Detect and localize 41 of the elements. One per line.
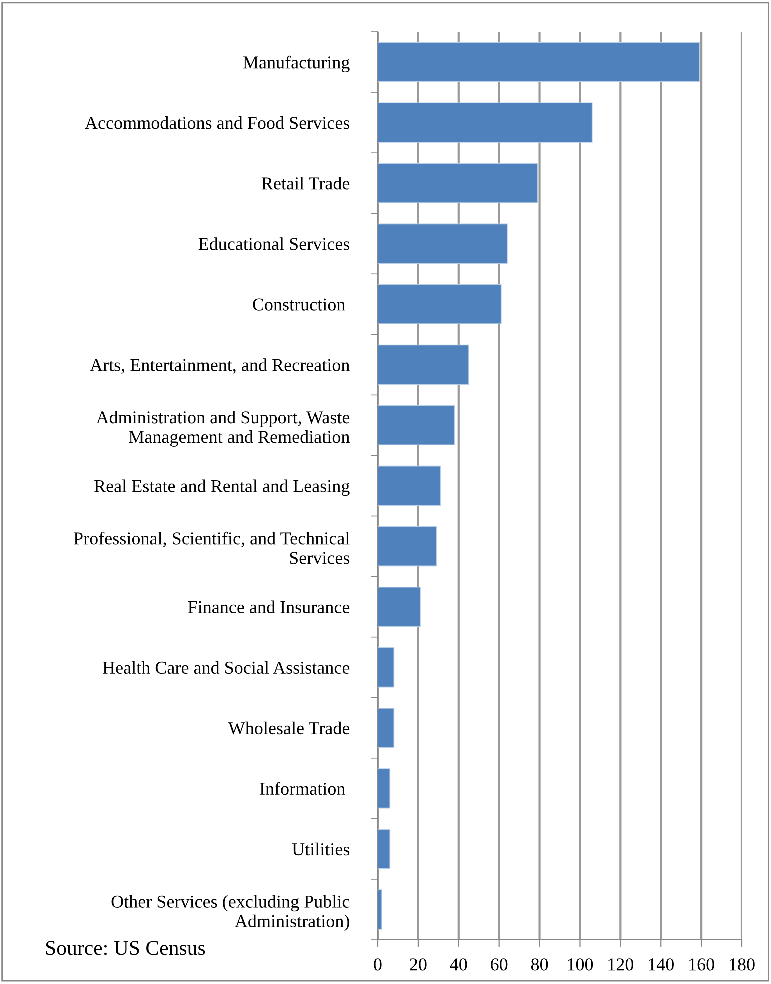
bar (378, 890, 382, 930)
bar (378, 163, 538, 204)
y-tick-label: Other Services (excluding Public Administration) (112, 895, 350, 932)
x-tick-label: 40 (450, 958, 468, 971)
x-tick-label: 60 (491, 958, 508, 971)
y-tick-label: Utilities (292, 842, 350, 856)
x-tick-label: 160 (690, 958, 714, 971)
bar (378, 466, 442, 506)
x-tick-label: 100 (568, 958, 594, 971)
bar (378, 42, 700, 82)
bar (378, 224, 508, 264)
y-tick-label: Accommodations and Food Services (85, 116, 350, 130)
bar (378, 829, 391, 870)
source-note: Source: US Census (46, 941, 206, 956)
bar (378, 768, 391, 809)
x-tick-label: 0 (374, 958, 382, 971)
y-tick-label: Wholesale Trade (228, 722, 350, 735)
x-tick-label: 140 (649, 958, 674, 971)
bar (378, 526, 438, 567)
y-tick-label: Educational Services (198, 238, 350, 250)
y-tick-label: Finance and Insurance (188, 600, 350, 614)
bar (378, 648, 395, 688)
y-tick-label: Information (260, 782, 346, 796)
bar (378, 708, 395, 748)
y-tick-label: Arts, Entertainment, and Recreation (90, 358, 350, 374)
bar (378, 586, 421, 628)
x-tick-label: 180 (730, 958, 755, 971)
y-tick-label: Construction (253, 298, 346, 311)
y-tick-label: Administration and Support, Waste Management and Remediation (96, 411, 350, 447)
x-tick-label: 80 (531, 958, 548, 971)
bar (378, 284, 502, 324)
bar (378, 405, 456, 446)
bar (378, 102, 593, 143)
y-tick-label: Real Estate and Rental and Leasing (94, 480, 350, 496)
y-tick-label: Professional, Scientific, and Technical Services (74, 532, 350, 564)
y-tick-label: Retail Trade (262, 177, 350, 190)
x-tick-label: 120 (608, 958, 634, 971)
bar (378, 344, 470, 386)
y-tick-label: Manufacturing (243, 56, 350, 73)
x-tick-label: 20 (410, 958, 427, 971)
y-tick-label: Health Care and Social Assistance (103, 661, 350, 674)
